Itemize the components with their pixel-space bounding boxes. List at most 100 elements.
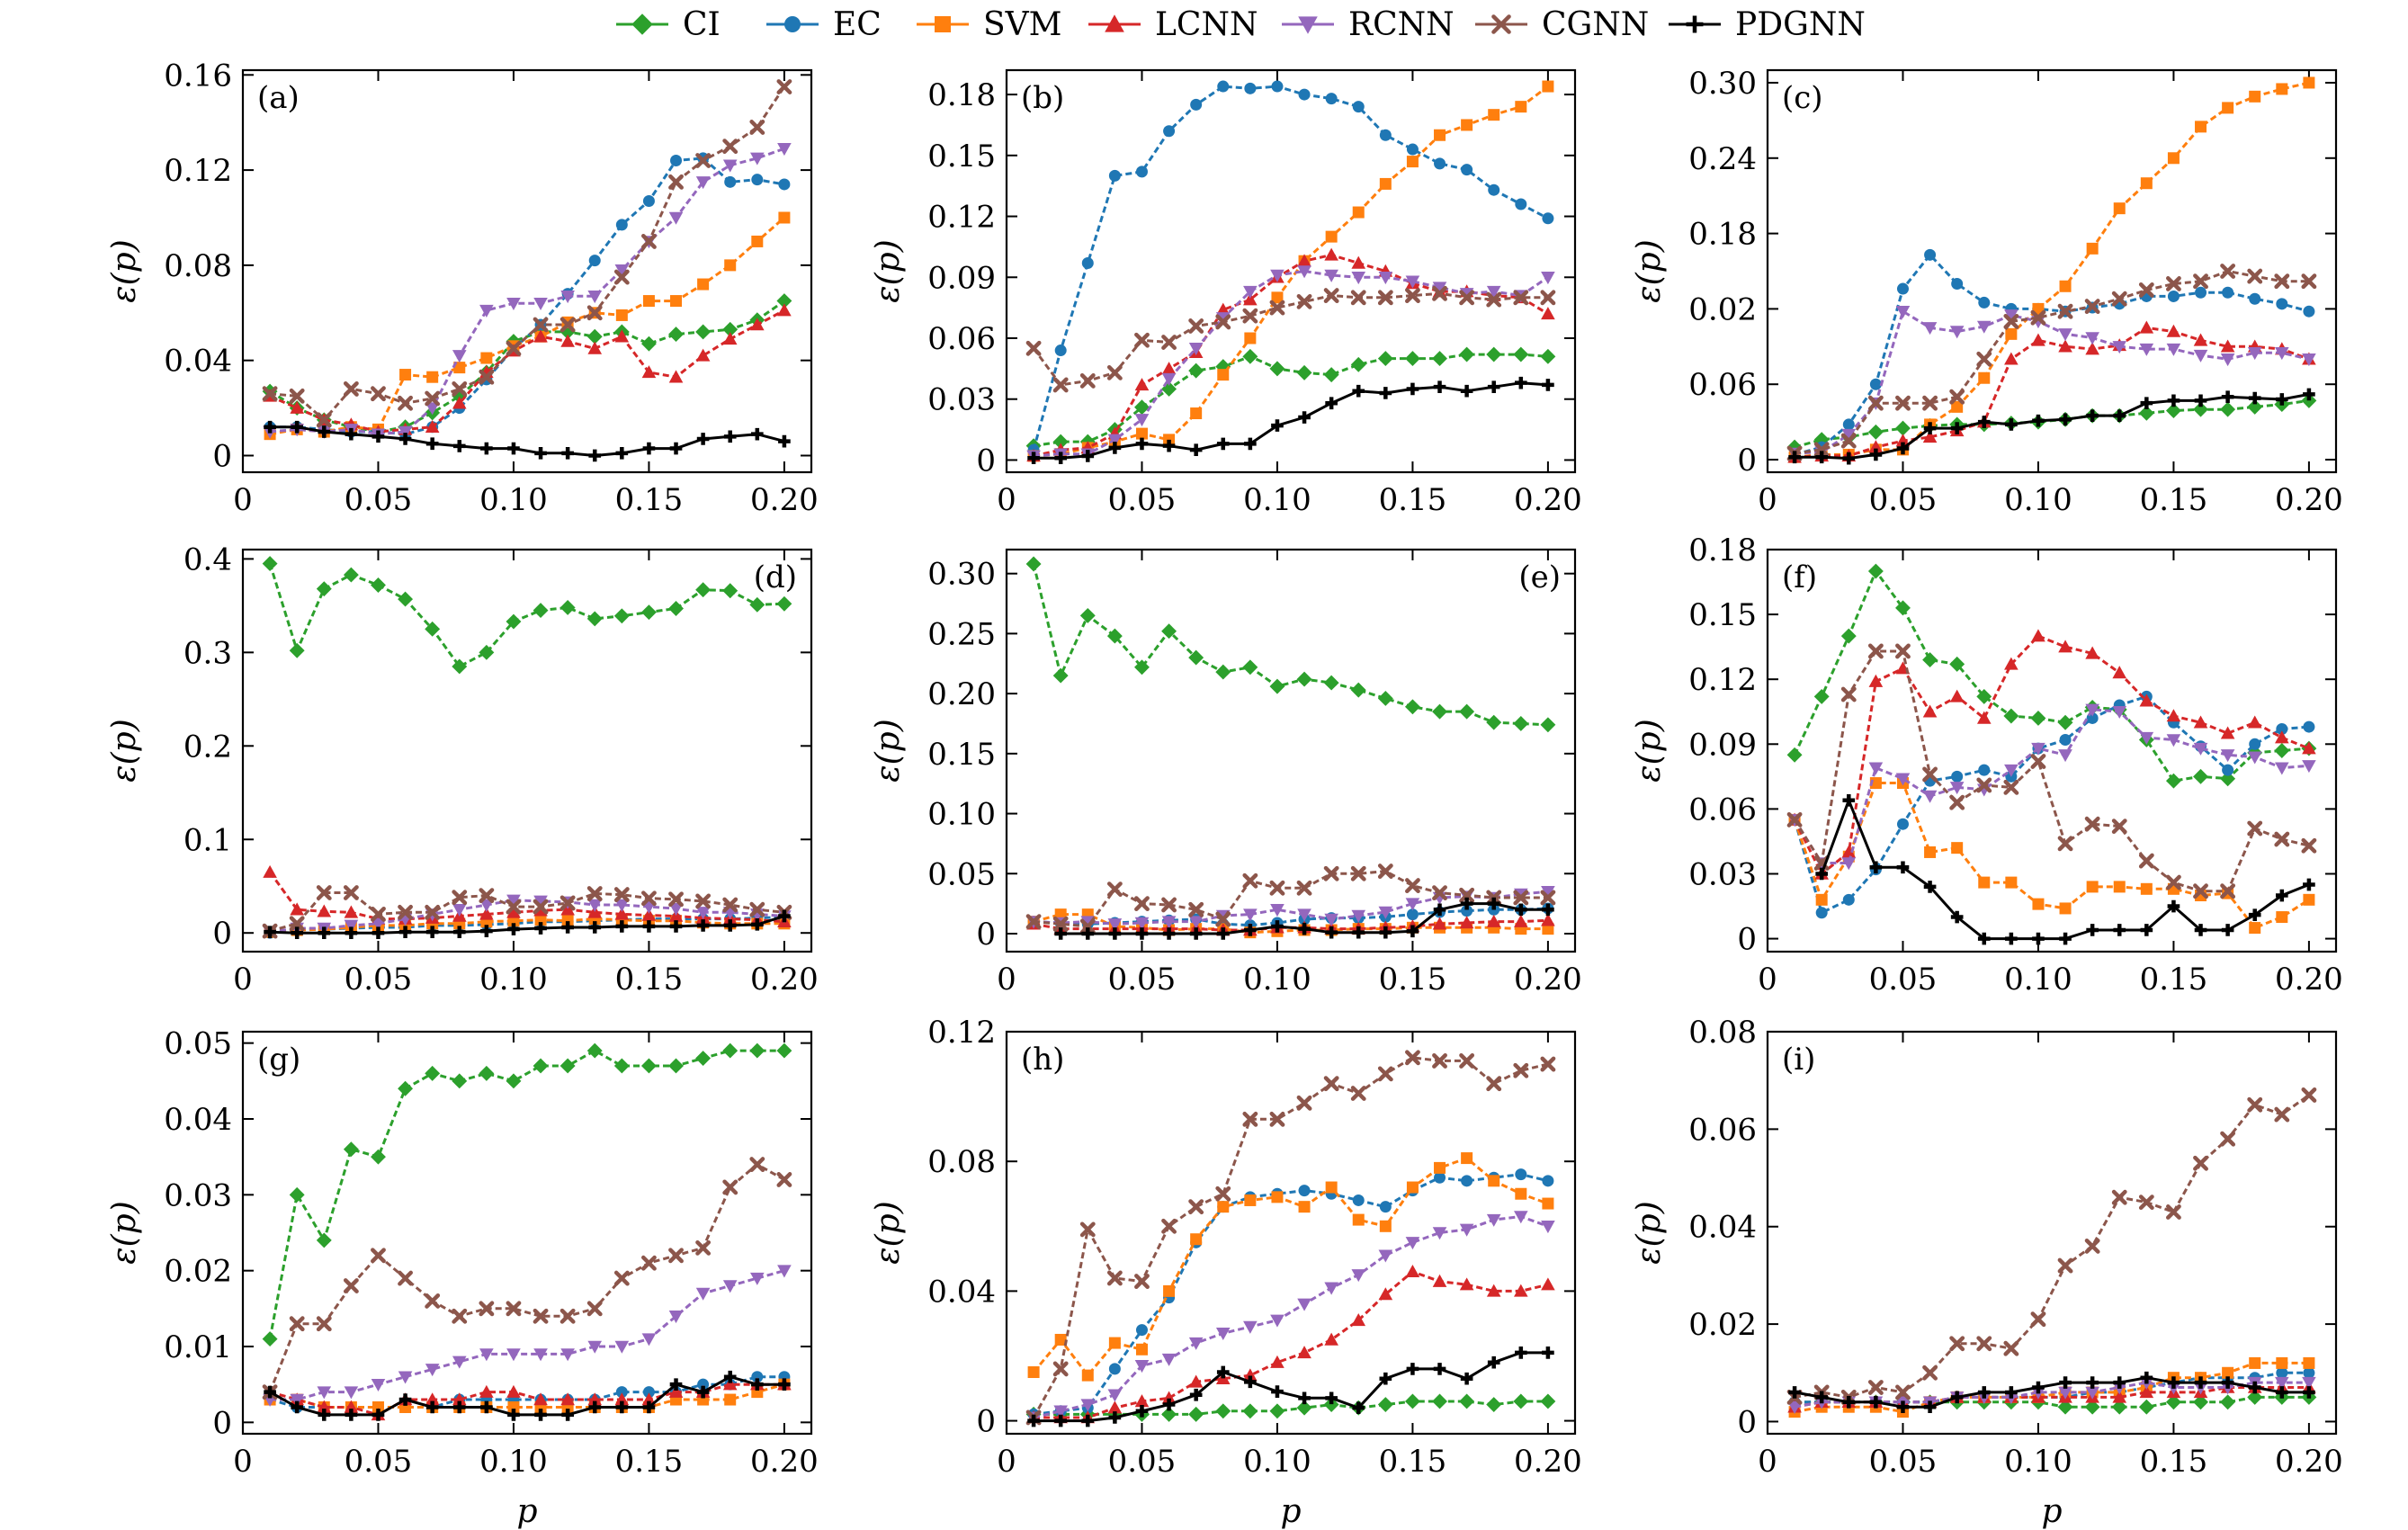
point-lcnn [1895,434,1911,447]
point-ec [1978,764,1991,776]
point-cgnn [668,891,684,908]
point-lcnn [2004,352,2019,365]
point-svm [2059,280,2072,292]
point-lcnn [2166,709,2181,722]
series-line-lcnn [1034,1270,1549,1419]
x-tick-label: 0 [1758,962,1777,998]
point-cgnn [613,887,630,903]
legend-entry-cgnn: CGNN [1475,6,1649,43]
series-ec [1027,1168,1554,1420]
point-cgnn [2193,883,2208,899]
point-svm [1379,1220,1392,1232]
axes-frame [1766,548,2338,953]
point-pdgnn [1487,1356,1500,1369]
point-rcnn [777,143,792,157]
point-pdgnn [1460,384,1473,398]
point-ci [371,1149,386,1165]
point-ec [1842,893,1855,906]
point-pdgnn [291,926,304,940]
point-cgnn [1949,1336,1965,1352]
point-pdgnn [291,1400,304,1414]
point-pdgnn [2059,932,2072,945]
series-line-cgnn [1032,1056,1549,1418]
point-lcnn [425,419,440,433]
point-svm [1081,1369,1094,1382]
point-svm [2195,121,2207,133]
x-tick-label: 0.10 [479,1444,548,1480]
point-rcnn [452,350,467,363]
point-pdgnn [1433,380,1446,394]
point-lcnn [614,907,630,920]
x-tick-label: 0.10 [2004,1444,2072,1480]
point-svm [2222,102,2234,114]
point-pdgnn [723,1370,737,1383]
series-line-cgnn [1793,649,2310,893]
series-line-cgnn [1794,1094,2310,1399]
series-line-ec [269,1375,784,1409]
point-svm [1352,1213,1365,1226]
point-pdgnn [1460,897,1473,910]
point-cgnn [1513,290,1529,306]
point-lcnn [1868,440,1884,453]
point-svm [1190,1233,1203,1246]
point-rcnn [398,425,413,439]
point-ci [776,595,792,612]
y-tick-label: 0 [976,917,996,953]
point-cgnn [1161,897,1177,913]
point-lcnn [1541,1277,1555,1291]
point-ec [751,1371,764,1383]
point-ci [316,581,332,597]
point-ci [722,583,739,599]
point-lcnn [1841,845,1857,858]
y-axis-title: ε(p) [1631,239,1668,302]
point-ci [1377,351,1393,367]
point-pdgnn [778,434,791,448]
point-ec [2303,720,2315,733]
point-pdgnn [778,1378,791,1391]
point-pdgnn [1923,881,1937,893]
point-pdgnn [1135,927,1149,940]
point-ci [1404,1393,1420,1409]
point-lcnn [587,1392,603,1406]
point-lcnn [587,341,603,354]
point-svm [2113,202,2126,215]
x-tick-label: 0.20 [2275,962,2343,998]
point-ci [1269,678,1285,694]
legend-label-pdgnn: PDGNN [1735,6,1866,43]
point-pdgnn [1379,1372,1392,1385]
point-svm [426,371,439,383]
point-pdgnn [2221,1376,2234,1389]
point-ci [1161,1406,1177,1422]
point-rcnn [2139,731,2154,745]
point-ci [1323,675,1339,691]
point-lcnn [2139,1385,2154,1399]
axes-frame [1005,1030,1577,1436]
point-rcnn [2247,751,2262,765]
point-ci [1188,362,1204,379]
series-pdgnn [1054,897,1554,940]
point-cgnn [2030,309,2046,326]
point-pdgnn [2275,889,2288,902]
point-ec [1135,1324,1148,1337]
y-tick-label: 0.4 [184,541,232,577]
x-tick-label: 0.20 [750,1444,819,1480]
point-cgnn [479,888,495,904]
point-ci [640,604,657,621]
point-ec [2249,738,2261,750]
point-ci [452,658,468,675]
legend-label-cgnn: CGNN [1542,6,1649,43]
y-tick-label: 0.25 [927,616,996,652]
panel-tag: (c) [1782,80,1823,116]
point-pdgnn [561,447,574,460]
x-tick-label: 0.20 [1514,962,1582,998]
point-rcnn [1895,773,1911,786]
point-pdgnn [1162,1398,1176,1411]
series-cgnn [1786,264,2317,461]
point-lcnn [452,1392,467,1406]
point-pdgnn [1135,1404,1149,1418]
point-svm [1271,291,1284,304]
legend-entry-pdgnn: PDGNN [1669,6,1866,43]
point-rcnn [668,902,684,916]
point-rcnn [722,159,738,173]
point-rcnn [1949,326,1965,339]
